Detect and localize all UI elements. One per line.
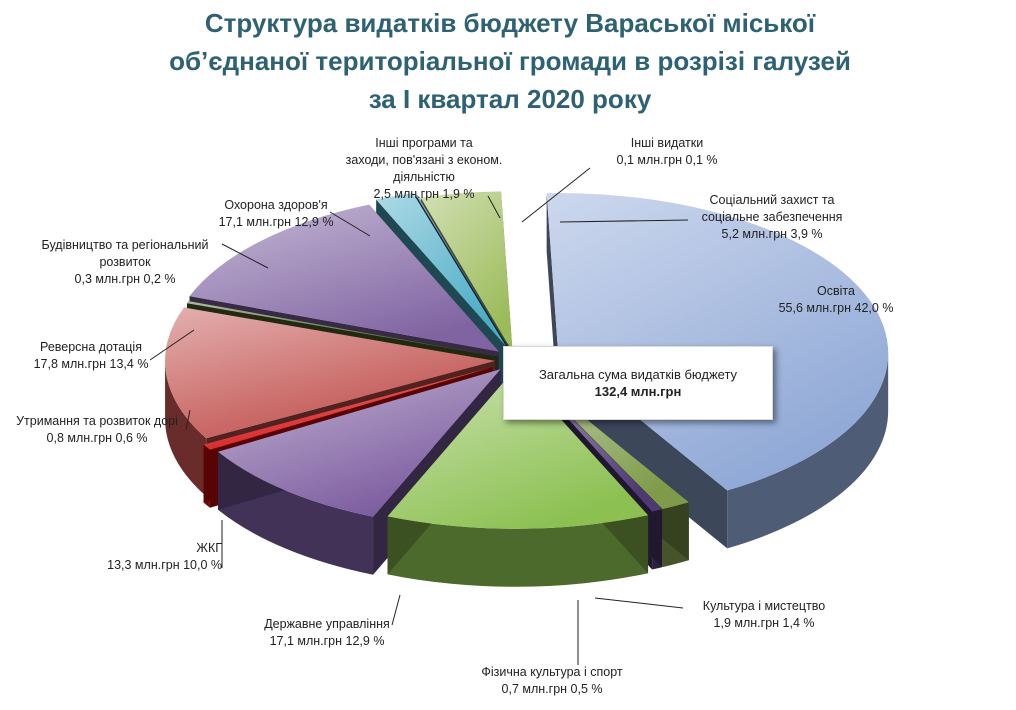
pie-slice bbox=[376, 193, 507, 347]
slice-side bbox=[165, 360, 207, 497]
slice-label-value: 1,9 млн.грн 1,4 % bbox=[713, 616, 815, 630]
slice-label-name: Будівництво та регіональний bbox=[41, 238, 209, 252]
slice-label-name: Інші видатки bbox=[630, 136, 704, 150]
pie-slice bbox=[420, 191, 513, 352]
slice-label-name: Культура і мистецтво bbox=[702, 599, 826, 613]
leader-line bbox=[521, 167, 591, 223]
slice-label-value: 0,7 млн.грн 0,5 % bbox=[501, 682, 603, 696]
chart-title: Структура видатків бюджету Вараської міс… bbox=[40, 4, 980, 118]
slice-label-value: 0,8 млн.грн 0,6 % bbox=[46, 431, 148, 445]
slice-label-value: 17,1 млн.грн 12,9 % bbox=[218, 215, 334, 229]
slice-label: Утримання та розвиток дорі 0,8 млн.грн 0,… bbox=[6, 413, 188, 447]
slice-side bbox=[727, 353, 889, 549]
slice-label-name: соціальне забезпечення bbox=[701, 210, 843, 224]
slice-label: Охорона здоров'я 17,1 млн.грн 12,9 % bbox=[202, 197, 350, 231]
slice-label-value: 0,3 млн.грн 0,2 % bbox=[74, 272, 176, 286]
slice-label-name: Освіта bbox=[817, 284, 855, 298]
slice-label: Інші видатки 0,1 млн.грн 0,1 % bbox=[592, 135, 742, 169]
slice-label-name: Фізична культура і спорт bbox=[481, 665, 623, 679]
slice-label-value: 0,1 млн.грн 0,1 % bbox=[616, 153, 718, 167]
pie-slice bbox=[387, 368, 649, 529]
slice-label-name: Інші програми та bbox=[375, 136, 473, 150]
slice-label-value: 5,2 млн.грн 3,9 % bbox=[721, 227, 823, 241]
leader-line bbox=[594, 597, 684, 609]
pie-slice bbox=[165, 307, 496, 439]
slice-label: Будівництво та регіональний розвиток 0,3 м… bbox=[20, 237, 230, 288]
leader-line bbox=[329, 211, 371, 237]
pie-slice bbox=[186, 301, 499, 357]
pie-slice bbox=[415, 194, 509, 349]
slice-label-name: розвиток bbox=[99, 255, 151, 269]
slice-label: Державне управління 17,1 млн.грн 12,9 % bbox=[252, 616, 402, 650]
pie-slice bbox=[189, 204, 500, 352]
slice-label-value: 17,1 млн.грн 12,9 % bbox=[269, 634, 385, 648]
slice-label-name: Охорона здоров'я bbox=[224, 198, 328, 212]
leader-line bbox=[391, 594, 401, 626]
slice-label-name: Утримання та розвиток дорі bbox=[16, 414, 178, 428]
slice-label-name: ЖКГ bbox=[196, 541, 222, 555]
total-box: Загальна сума видатків бюджету 132,4 млн… bbox=[503, 346, 773, 420]
pie-slice bbox=[546, 193, 889, 491]
slice-label: Інші програми та заходи, пов'язані з екон… bbox=[330, 135, 518, 203]
leader-line bbox=[221, 243, 269, 269]
slice-label-name: Реверсна дотація bbox=[40, 340, 142, 354]
slice-label: Соціальний захист та соціальне забезпечен… bbox=[686, 192, 858, 243]
slice-label-name: заходи, пов'язані з економ. bbox=[345, 153, 503, 167]
leader-line bbox=[149, 329, 195, 361]
slice-label-value: 17,8 млн.грн 13,4 % bbox=[33, 357, 149, 371]
slice-label-value: 55,6 млн.грн 42,0 % bbox=[778, 301, 894, 315]
total-label: Загальна сума видатків бюджету bbox=[538, 367, 738, 382]
slice-label-value: 2,5 млн.грн 1,9 % bbox=[373, 187, 475, 201]
title-line-1: Структура видатків бюджету Вараської міс… bbox=[204, 8, 816, 38]
title-line-3: за І квартал 2020 року bbox=[368, 84, 652, 114]
total-value: 132,4 млн.грн bbox=[594, 384, 682, 399]
slice-label: Реверсна дотація 17,8 млн.грн 13,4 % bbox=[6, 339, 176, 373]
slice-label-value: 13,3 млн.грн 10,0 % bbox=[107, 558, 222, 572]
slice-label-name: Державне управління bbox=[264, 617, 390, 631]
slice-label: ЖКГ 13,3 млн.грн 10,0 % bbox=[60, 540, 222, 574]
slice-label-name: діяльністю bbox=[393, 170, 455, 184]
title-line-2: об’єднаної територіальної громади в розр… bbox=[169, 46, 851, 76]
slice-label-name: Соціальний захист та bbox=[709, 193, 835, 207]
slice-side bbox=[387, 515, 649, 587]
pie-slice bbox=[203, 367, 493, 450]
slice-label: Культура і мистецтво 1,9 млн.грн 1,4 % bbox=[684, 598, 844, 632]
leader-line bbox=[559, 219, 689, 223]
leader-line bbox=[185, 409, 191, 431]
slice-label: Фізична культура і спорт 0,7 млн.грн 0,5 … bbox=[462, 664, 642, 698]
leader-line bbox=[487, 195, 501, 219]
slice-label: Освіта 55,6 млн.грн 42,0 % bbox=[756, 283, 916, 317]
pie-slice bbox=[218, 369, 501, 517]
